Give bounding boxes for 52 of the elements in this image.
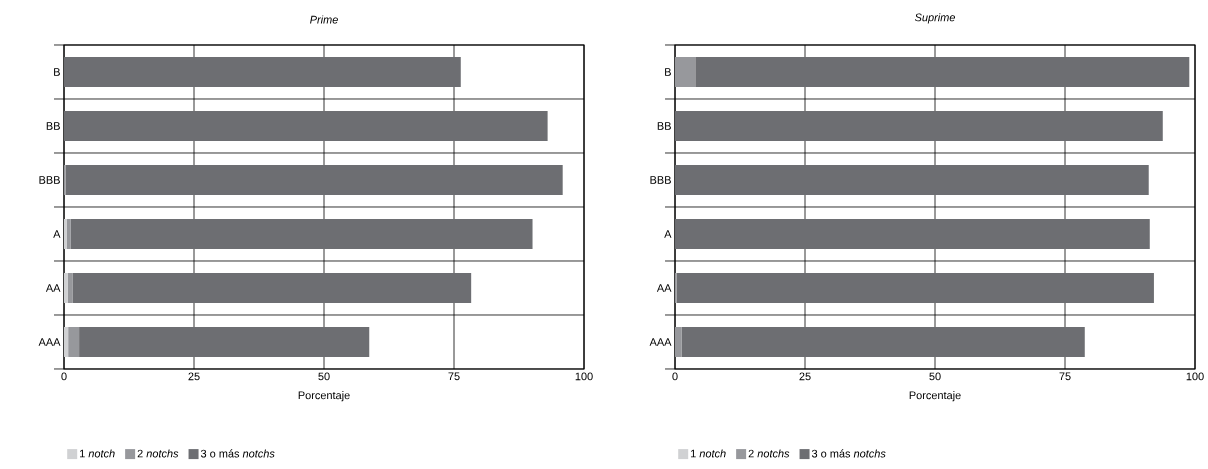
x-tick-label: 100 <box>1186 372 1204 381</box>
bar <box>79 326 370 357</box>
x-axis-title: Porcentaje <box>909 391 961 402</box>
x-tick-label: 100 <box>575 372 593 381</box>
bar <box>66 218 71 249</box>
y-tick-label: AA <box>656 284 672 292</box>
y-tick-label: BBB <box>650 176 671 184</box>
y-tick-label: AAA <box>649 338 672 346</box>
legend-label: 1 notch <box>691 449 726 458</box>
bar <box>681 326 1085 357</box>
y-tick-label: B <box>665 68 671 76</box>
x-axis-title: Porcentaje <box>298 391 350 402</box>
bar <box>676 272 1154 303</box>
chart-title: Suprime <box>914 13 955 24</box>
bar <box>72 272 472 303</box>
y-tick-label: AAA <box>38 338 61 346</box>
bar <box>68 326 80 357</box>
x-tick-label: 25 <box>799 372 811 381</box>
bar <box>675 164 1149 195</box>
x-tick-label: 75 <box>448 372 460 381</box>
y-tick-label: AA <box>45 284 61 292</box>
y-tick-label: A <box>664 230 672 238</box>
bar <box>675 56 696 87</box>
bar <box>675 218 1150 249</box>
bar <box>675 326 682 357</box>
bar <box>64 56 461 87</box>
bar <box>64 110 548 141</box>
x-tick-label: 25 <box>188 372 200 381</box>
bar <box>64 326 69 357</box>
legend-label: 3 o más notchs <box>200 449 275 458</box>
y-tick-label: B <box>54 68 60 76</box>
legend-label: 1 notch <box>80 449 115 458</box>
bar <box>64 218 67 249</box>
x-tick-label: 0 <box>61 372 67 381</box>
bar <box>695 56 1190 87</box>
x-tick-label: 50 <box>929 372 941 381</box>
bar <box>65 164 563 195</box>
y-tick-label: BB <box>657 122 671 130</box>
bar <box>675 110 1163 141</box>
bar <box>67 272 73 303</box>
chart-title: Prime <box>310 15 338 24</box>
bar <box>64 272 68 303</box>
legend-label: 2 notchs <box>137 449 179 458</box>
y-tick-label: BBB <box>39 176 60 184</box>
x-tick-label: 75 <box>1059 372 1071 381</box>
legend-label: 2 notchs <box>748 449 790 458</box>
y-tick-label: BB <box>46 122 60 130</box>
x-tick-label: 0 <box>672 372 678 381</box>
y-tick-label: A <box>53 230 61 238</box>
x-tick-label: 50 <box>318 372 330 381</box>
bar <box>70 218 533 249</box>
legend-label: 3 o más notchs <box>811 449 886 458</box>
